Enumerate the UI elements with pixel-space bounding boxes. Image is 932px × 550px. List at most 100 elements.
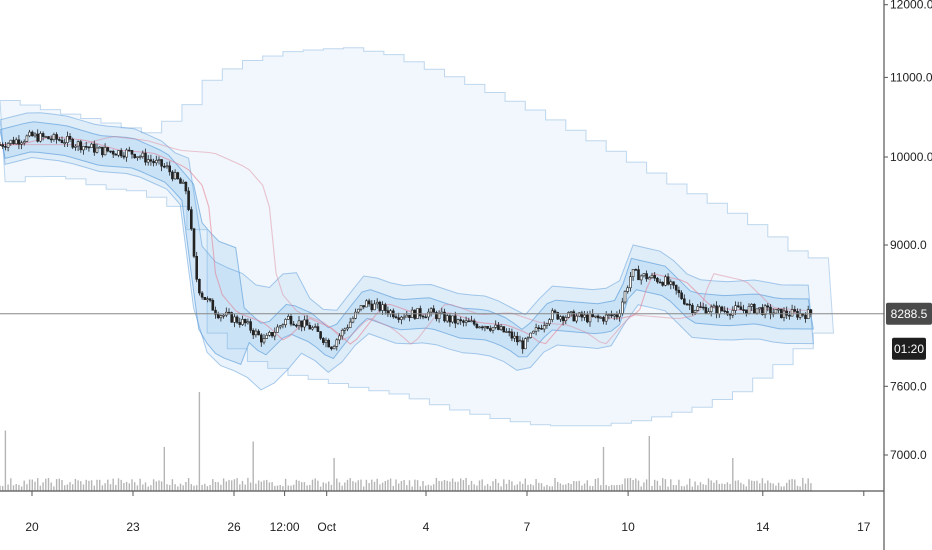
candle-body xyxy=(459,319,463,322)
candle-body xyxy=(57,139,61,141)
volume-bar xyxy=(610,484,613,491)
volume-bar xyxy=(511,481,513,491)
volume-bar xyxy=(66,484,69,491)
candle-body xyxy=(144,152,147,163)
candle-body xyxy=(103,147,107,156)
candle-body xyxy=(297,320,301,326)
volume-bar xyxy=(751,480,753,491)
candle-body xyxy=(499,326,503,330)
candle-body xyxy=(227,311,231,314)
candle-body xyxy=(68,136,72,140)
candle-body xyxy=(534,327,538,332)
volume-bar xyxy=(212,479,214,491)
candle-body xyxy=(658,281,662,284)
candle-body xyxy=(777,308,780,311)
volume-bar xyxy=(602,447,605,491)
candle-body xyxy=(545,323,549,326)
candle-body xyxy=(149,159,153,162)
volume-bar xyxy=(125,481,128,491)
volume-bar xyxy=(88,480,90,491)
volume-bar xyxy=(381,482,384,491)
volume-bar xyxy=(486,484,489,491)
candle-body xyxy=(408,314,411,319)
volume-bar xyxy=(301,482,303,491)
volume-bar xyxy=(45,478,47,491)
volume-bar xyxy=(678,479,680,491)
candle-body xyxy=(793,309,797,312)
candle-body xyxy=(330,346,333,350)
candle-body xyxy=(206,298,209,301)
volume-bar xyxy=(807,478,809,491)
volume-bar xyxy=(535,479,537,491)
candle-body xyxy=(119,150,123,157)
volume-bar xyxy=(597,478,599,491)
candle-body xyxy=(427,311,430,318)
volume-bar xyxy=(357,480,359,491)
volume-bar xyxy=(406,485,408,491)
candle-body xyxy=(235,316,239,323)
candle-body xyxy=(187,190,190,210)
volume-bar xyxy=(80,481,82,491)
candle-body xyxy=(365,300,368,308)
candle-body xyxy=(580,312,584,318)
candle-body xyxy=(160,159,163,167)
candle-body xyxy=(470,320,473,323)
candle-body xyxy=(346,327,349,330)
candle-body xyxy=(769,306,772,315)
volume-bar xyxy=(303,482,306,491)
candle-body xyxy=(114,153,118,156)
volume-bar xyxy=(699,482,702,491)
candle-body xyxy=(356,308,360,313)
outer-channel-layer xyxy=(0,47,835,427)
volume-bar xyxy=(395,479,397,491)
candle-body xyxy=(696,306,700,311)
moving-average-fast xyxy=(0,136,809,345)
candle-body xyxy=(537,327,541,330)
candle-body xyxy=(327,339,331,348)
candle-body xyxy=(383,304,387,311)
volume-bar xyxy=(683,486,685,491)
volume-bar xyxy=(476,485,478,491)
volume-bar xyxy=(39,485,42,491)
y-tick-label: 10000.0 xyxy=(890,150,932,164)
volume-bar xyxy=(697,485,699,491)
candle-body xyxy=(286,315,290,320)
candle-body xyxy=(472,320,476,325)
volume-bar xyxy=(284,478,287,491)
volume-bar xyxy=(10,478,12,491)
candle-body xyxy=(440,311,444,314)
candle-body xyxy=(402,316,406,319)
volume-bar xyxy=(360,479,362,491)
candle-body xyxy=(381,304,384,311)
volume-bar xyxy=(516,484,518,491)
volume-bar xyxy=(206,486,209,491)
candle-body xyxy=(631,269,635,277)
volume-bar xyxy=(468,484,470,491)
volume-bar xyxy=(435,477,438,491)
candle-body xyxy=(709,306,713,312)
candle-body xyxy=(736,305,740,308)
y-tick-label: 12000.0 xyxy=(890,0,932,12)
candle-body xyxy=(254,330,258,336)
last-price-tag: 8288.5 xyxy=(886,302,932,325)
candle-body xyxy=(338,335,341,341)
volume-bar xyxy=(788,479,791,491)
volume-bar xyxy=(142,484,144,491)
volume-bar xyxy=(605,485,607,491)
volume-bar xyxy=(354,482,357,491)
volume-bar xyxy=(160,481,163,491)
candle-body xyxy=(30,131,34,137)
candle-body xyxy=(343,328,347,331)
candle-body xyxy=(758,307,762,310)
volume-bar xyxy=(53,486,55,491)
candle-body xyxy=(152,160,155,164)
volume-bar xyxy=(352,481,354,491)
volume-bar xyxy=(473,484,475,491)
candle-body xyxy=(165,165,169,168)
candle-body xyxy=(761,307,764,315)
volume-bar xyxy=(4,430,7,491)
volume-bar xyxy=(15,484,17,491)
volume-bar xyxy=(344,482,346,491)
volume-bar xyxy=(306,485,308,491)
